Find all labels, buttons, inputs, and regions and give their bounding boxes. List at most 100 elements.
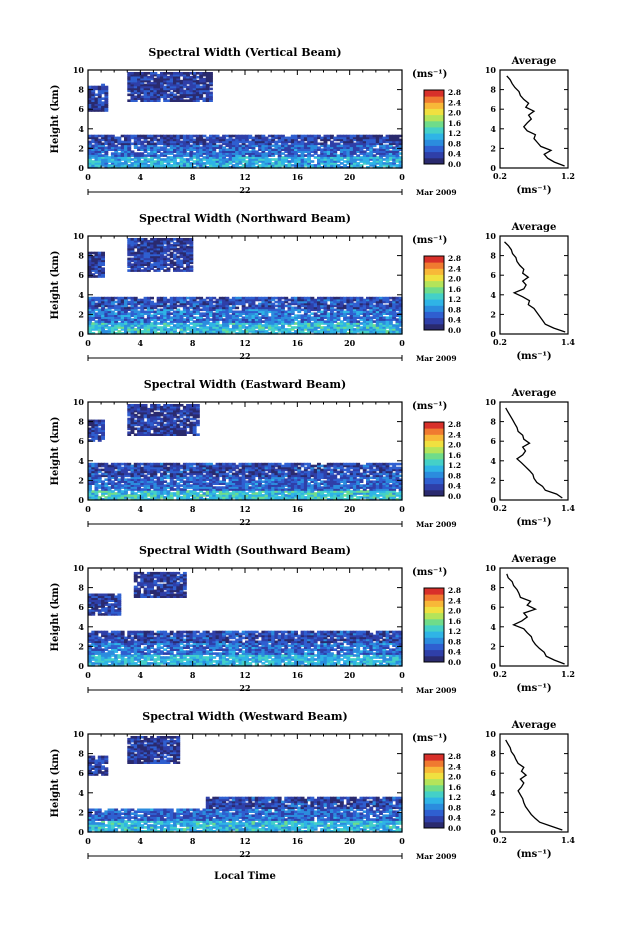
heatmap-cell bbox=[143, 166, 148, 169]
heatmap-cell bbox=[94, 306, 99, 310]
heatmap-cell bbox=[137, 498, 141, 501]
heatmap-cell bbox=[356, 302, 361, 306]
heatmap-cell bbox=[150, 87, 154, 91]
heatmap-cell bbox=[205, 304, 210, 308]
heatmap-cell bbox=[261, 152, 266, 155]
heatmap-cell bbox=[362, 322, 367, 325]
heatmap-cell bbox=[199, 322, 204, 325]
heatmap-cell bbox=[114, 488, 119, 491]
heatmap-cell bbox=[281, 332, 285, 335]
heatmap-cell bbox=[392, 300, 397, 304]
heatmap-cell bbox=[388, 154, 393, 157]
heatmap-cell bbox=[212, 318, 217, 321]
heatmap-cell bbox=[375, 320, 380, 323]
heatmap-cell bbox=[107, 476, 112, 480]
heatmap-cell bbox=[375, 148, 380, 151]
heatmap-cell bbox=[104, 146, 109, 149]
heatmap-cell bbox=[274, 484, 279, 487]
heatmap-cell bbox=[241, 298, 246, 302]
heatmap-cell bbox=[222, 150, 226, 153]
heatmap-cell bbox=[173, 160, 177, 163]
heatmap-cell bbox=[153, 482, 158, 485]
heatmap-cell bbox=[205, 97, 210, 100]
heatmap-cell bbox=[199, 166, 204, 169]
heatmap-cell bbox=[189, 261, 194, 265]
heatmap-cell bbox=[143, 77, 148, 81]
heatmap-cell bbox=[127, 138, 132, 142]
heatmap-cell bbox=[160, 164, 164, 167]
heatmap-cell bbox=[199, 496, 204, 499]
heatmap-cell bbox=[248, 316, 253, 319]
heatmap-cell bbox=[163, 73, 168, 77]
heatmap-cell bbox=[146, 326, 151, 329]
heatmap-cell bbox=[173, 162, 177, 165]
colorbar-swatch bbox=[424, 311, 444, 319]
heatmap-cell bbox=[330, 476, 334, 480]
heatmap-cell bbox=[143, 247, 148, 251]
heatmap-cell bbox=[117, 310, 122, 314]
heatmap-cell bbox=[91, 298, 96, 302]
heatmap-cell bbox=[101, 302, 105, 306]
heatmap-cell bbox=[215, 146, 220, 149]
heatmap-cell bbox=[94, 142, 99, 146]
heatmap-cell bbox=[235, 322, 240, 325]
heatmap-cell bbox=[140, 326, 145, 329]
heatmap-cell bbox=[362, 136, 367, 140]
heatmap-cell bbox=[274, 488, 279, 491]
heatmap-cell bbox=[281, 320, 285, 323]
heatmap-cell bbox=[163, 498, 168, 501]
heatmap-cell bbox=[333, 314, 338, 317]
heatmap-cell bbox=[107, 332, 112, 335]
heatmap-cell bbox=[235, 484, 240, 487]
heatmap-cell bbox=[169, 320, 174, 323]
heatmap-cell bbox=[146, 484, 151, 487]
heatmap-cell bbox=[205, 136, 210, 140]
heatmap-cell bbox=[241, 482, 246, 485]
heatmap-cell bbox=[212, 138, 217, 142]
heatmap-cell bbox=[330, 332, 334, 335]
heatmap-cell bbox=[238, 302, 243, 306]
y-tick-label: 8 bbox=[78, 85, 84, 95]
heatmap-cell bbox=[202, 492, 207, 495]
heatmap-cell bbox=[382, 146, 387, 149]
heatmap-cell bbox=[199, 490, 204, 493]
heatmap-cell bbox=[199, 330, 204, 333]
heatmap-cell bbox=[307, 156, 311, 159]
heatmap-cell bbox=[245, 298, 249, 302]
heatmap-cell bbox=[333, 304, 338, 308]
heatmap-cell bbox=[182, 306, 187, 310]
heatmap-cell bbox=[120, 144, 125, 148]
heatmap-cell bbox=[372, 134, 377, 138]
heatmap-cell bbox=[330, 162, 334, 165]
heatmap-cell bbox=[245, 138, 249, 142]
heatmap-cell bbox=[369, 496, 374, 499]
heatmap-cell bbox=[303, 136, 308, 140]
heatmap-cell bbox=[146, 99, 151, 102]
heatmap-cell bbox=[215, 494, 220, 497]
heatmap-cell bbox=[156, 267, 161, 270]
heatmap-cell bbox=[398, 152, 403, 155]
heatmap-cell bbox=[156, 87, 161, 91]
heatmap-cell bbox=[97, 152, 102, 155]
heatmap-cell bbox=[212, 160, 217, 163]
heatmap-cell bbox=[186, 261, 190, 265]
heatmap-cell bbox=[372, 316, 377, 319]
heatmap-cell bbox=[110, 306, 115, 310]
panel-2: Spectral Width (Eastward Beam)0246810Hei… bbox=[50, 378, 575, 529]
heatmap-cell bbox=[281, 492, 285, 495]
heatmap-cell bbox=[205, 326, 210, 329]
heatmap-cell bbox=[88, 93, 92, 97]
heatmap-cell bbox=[150, 326, 154, 329]
heatmap-cell bbox=[114, 492, 119, 495]
heatmap-cell bbox=[143, 263, 148, 266]
heatmap-cell bbox=[346, 150, 351, 153]
heatmap-cell bbox=[133, 304, 138, 308]
heatmap-cell bbox=[173, 134, 177, 138]
heatmap-cell bbox=[375, 494, 380, 497]
heatmap-cell bbox=[248, 494, 253, 497]
heatmap-cell bbox=[382, 298, 387, 302]
heatmap-cell bbox=[107, 328, 112, 331]
heatmap-cell bbox=[245, 144, 249, 148]
heatmap-cell bbox=[241, 318, 246, 321]
heatmap-cell bbox=[307, 326, 311, 329]
